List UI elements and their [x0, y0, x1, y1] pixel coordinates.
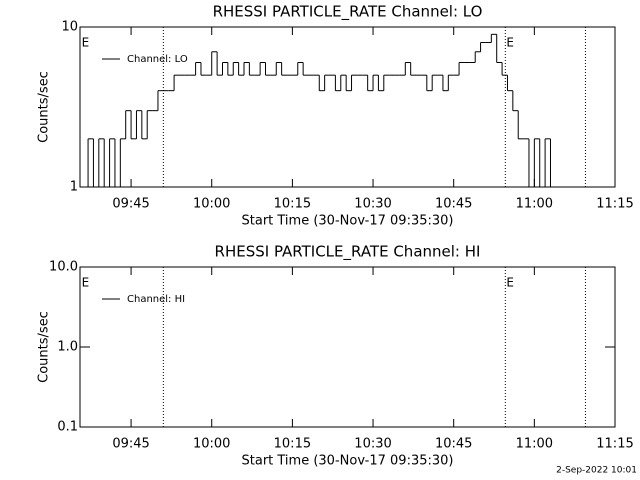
x-tick-label: 10:15 — [274, 437, 311, 452]
plot-frame — [79, 26, 616, 188]
x-tick-label: 10:00 — [193, 197, 230, 212]
y-tick-label: 0.1 — [57, 420, 78, 435]
y-axis-label: Counts/sec — [37, 71, 52, 143]
footer: 2-Sep-2022 10:01 — [556, 466, 637, 476]
annotation: E — [506, 276, 514, 290]
y-tick-label: 1 — [70, 180, 78, 195]
x-tick-label: 11:00 — [516, 197, 553, 212]
x-tick-label: 10:45 — [435, 437, 472, 452]
y-tick-label: 1.0 — [57, 340, 78, 355]
x-tick-label: 09:45 — [112, 437, 149, 452]
x-tick-label: 11:15 — [596, 197, 633, 212]
x-axis-label: Start Time (30-Nov-17 09:35:30) — [242, 454, 454, 469]
legend-label: Channel: LO — [127, 54, 188, 65]
annotation: E — [82, 36, 90, 50]
x-axis-label: Start Time (30-Nov-17 09:35:30) — [242, 214, 454, 229]
y-tick-label: 10 — [61, 20, 78, 35]
chart-title: RHESSI PARTICLE_RATE Channel: LO — [213, 3, 483, 22]
x-tick-label: 11:00 — [516, 437, 553, 452]
x-tick-label: 11:15 — [596, 437, 633, 452]
chart-title: RHESSI PARTICLE_RATE Channel: HI — [215, 243, 481, 262]
x-tick-label: 10:45 — [435, 197, 472, 212]
x-tick-label: 10:30 — [354, 437, 391, 452]
x-tick-label: 10:00 — [193, 437, 230, 452]
y-tick-label: 10.0 — [49, 260, 78, 275]
y-axis-label: Counts/sec — [37, 311, 52, 383]
legend-label: Channel: HI — [127, 294, 185, 305]
annotation: E — [82, 276, 90, 290]
x-tick-label: 10:15 — [274, 197, 311, 212]
x-tick-label: 10:30 — [354, 197, 391, 212]
annotation: E — [506, 36, 514, 50]
x-tick-label: 09:45 — [112, 197, 149, 212]
